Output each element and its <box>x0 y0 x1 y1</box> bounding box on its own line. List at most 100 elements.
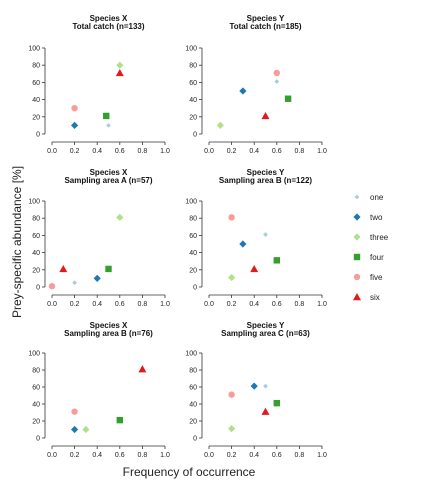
point-four <box>105 265 112 273</box>
y-tick-label: 0 <box>36 436 40 443</box>
legend-label-three: three <box>370 233 389 242</box>
legend-marker-three <box>353 233 361 241</box>
point-five <box>48 282 56 290</box>
y-tick-label: 100 <box>28 46 40 53</box>
x-tick-label: 1.0 <box>317 148 327 155</box>
point-four <box>273 399 280 407</box>
y-tick-label: 20 <box>32 267 40 274</box>
legend-entry-five: five <box>353 273 383 282</box>
x-tick-label: 0.0 <box>47 148 57 155</box>
panel-title-line: Sampling area A (n=57) <box>64 176 152 185</box>
y-tick-label: 100 <box>28 351 40 358</box>
point-two <box>93 274 101 282</box>
x-tick-label: 0.4 <box>249 148 259 155</box>
x-tick-label: 0.4 <box>92 301 102 308</box>
point-one <box>106 123 111 128</box>
x-tick-label: 0.8 <box>295 148 305 155</box>
x-tick-label: 0.0 <box>47 452 57 459</box>
x-tick-label: 0.2 <box>70 148 80 155</box>
x-tick-label: 1.0 <box>317 452 327 459</box>
legend-entry-two: two <box>353 213 383 222</box>
legend-label-six: six <box>370 293 380 302</box>
y-tick-label: 80 <box>189 368 197 375</box>
point-five <box>228 214 235 221</box>
x-tick-label: 0.4 <box>92 148 102 155</box>
x-tick-label: 0.4 <box>249 452 259 459</box>
y-tick-label: 60 <box>189 385 197 392</box>
point-six <box>59 264 68 273</box>
x-tick-label: 0.6 <box>115 301 125 308</box>
point-six <box>138 365 147 373</box>
legend-label-two: two <box>370 213 383 222</box>
x-tick-label: 0.6 <box>272 452 282 459</box>
point-four <box>116 416 123 424</box>
y-tick-label: 40 <box>189 250 197 257</box>
point-five <box>228 391 235 398</box>
point-one <box>274 79 280 84</box>
point-four <box>273 257 280 264</box>
legend-label-one: one <box>370 193 384 202</box>
y-tick-label: 20 <box>32 419 40 426</box>
point-one <box>72 280 77 286</box>
point-six <box>115 68 124 77</box>
y-tick-label: 60 <box>32 385 40 392</box>
y-tick-label: 100 <box>185 46 197 53</box>
x-tick-label: 0.0 <box>204 301 214 308</box>
point-three <box>116 213 124 221</box>
y-tick-label: 0 <box>36 132 40 139</box>
x-tick-label: 1.0 <box>160 301 170 308</box>
x-tick-label: 0.0 <box>47 301 57 308</box>
point-four <box>284 95 292 102</box>
y-tick-label: 0 <box>193 285 197 292</box>
panel-title-line: Species Y <box>247 321 285 330</box>
legend-entry-three: three <box>353 233 389 242</box>
point-three <box>82 425 90 434</box>
y-tick-label: 80 <box>32 63 40 70</box>
legend-label-four: four <box>370 253 384 262</box>
panel-title-line: Sampling area C (n=63) <box>221 329 310 338</box>
x-axis-title: Frequency of occurrence <box>123 465 256 479</box>
y-tick-label: 20 <box>189 267 197 274</box>
point-three <box>228 425 236 433</box>
x-tick-label: 0.0 <box>204 452 214 459</box>
y-tick-label: 0 <box>193 436 197 443</box>
legend: one two three four five six <box>353 193 389 302</box>
y-tick-label: 40 <box>189 97 197 104</box>
panel-title-line: Sampling area B (n=122) <box>219 176 312 185</box>
legend-marker-four <box>353 253 361 261</box>
point-six <box>261 407 270 415</box>
x-tick-label: 0.2 <box>70 452 80 459</box>
y-tick-label: 0 <box>193 132 197 139</box>
x-tick-label: 1.0 <box>317 301 327 308</box>
x-tick-label: 1.0 <box>160 452 170 459</box>
y-tick-label: 20 <box>32 114 40 121</box>
point-two <box>71 121 79 129</box>
point-three <box>228 273 236 282</box>
x-tick-label: 0.2 <box>227 148 237 155</box>
panel-title-line: Species X <box>90 168 128 177</box>
legend-entry-one: one <box>354 193 384 202</box>
point-two <box>71 425 79 434</box>
point-five <box>273 69 280 77</box>
x-tick-label: 0.0 <box>204 148 214 155</box>
x-tick-label: 0.2 <box>227 452 237 459</box>
x-tick-label: 0.8 <box>295 452 305 459</box>
legend-label-five: five <box>370 273 383 282</box>
legend-marker-five <box>353 273 361 281</box>
point-two <box>239 240 247 248</box>
point-two <box>239 87 247 95</box>
point-four <box>103 112 110 120</box>
panel-title-line: Species Y <box>247 14 285 23</box>
y-tick-label: 60 <box>189 233 197 240</box>
x-tick-label: 0.2 <box>70 301 80 308</box>
x-tick-label: 0.8 <box>295 301 305 308</box>
point-two <box>250 382 258 390</box>
point-three <box>116 61 124 69</box>
legend-entry-six: six <box>353 293 380 302</box>
panel-title-line: Species Y <box>247 168 285 177</box>
y-tick-label: 40 <box>32 97 40 104</box>
x-tick-label: 0.6 <box>272 301 282 308</box>
panel-title-line: Total catch (n=185) <box>229 22 301 31</box>
point-three <box>216 121 224 129</box>
